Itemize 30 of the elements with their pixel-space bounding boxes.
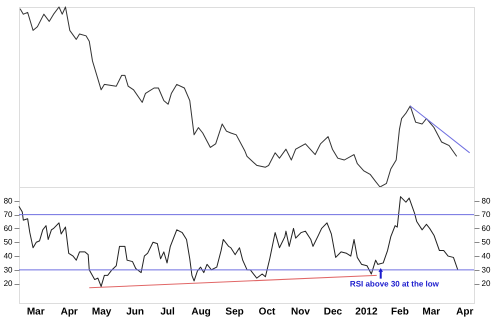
y2-tick-label: 30: [482, 265, 491, 274]
x-tick-label: Oct: [258, 306, 276, 318]
x-tick-label: Aug: [191, 306, 211, 318]
annotation: RSI above 30 at the low: [350, 279, 440, 288]
y2-tick-label: 80: [482, 196, 491, 206]
y-tick-label: 60: [4, 224, 14, 233]
x-tick-label: Sep: [225, 306, 244, 318]
x-tick-label: Jun: [126, 306, 144, 318]
y2-tick-label: 50: [482, 238, 491, 247]
y-tick-label: 30: [4, 265, 14, 274]
x-tick-label: Apr: [60, 306, 78, 318]
y-tick-label: 40: [4, 252, 14, 261]
x-tick-label: Nov: [291, 306, 310, 318]
line-series: [18, 196, 458, 287]
x-tick-label: Mar: [422, 306, 440, 318]
y-tick-label: 20: [4, 279, 14, 288]
y-tick-label: 70: [4, 210, 14, 220]
x-tick-label: May: [92, 306, 112, 318]
x-tick-label: Mar: [26, 306, 45, 318]
y2-tick-label: 70: [482, 210, 491, 220]
x-tick-label: Feb: [391, 306, 409, 318]
y-tick-label: 80: [4, 196, 14, 206]
x-tick-label: Apr: [456, 306, 474, 318]
y-tick-label: 50: [4, 238, 14, 247]
x-tick-label: Dec: [324, 306, 343, 318]
y2-tick-label: 60: [482, 224, 491, 233]
y2-tick-label: 40: [482, 252, 491, 261]
x-tick-label: 2012: [355, 306, 378, 318]
x-tick-label: Jul: [160, 306, 176, 318]
y2-tick-label: 20: [482, 279, 491, 288]
